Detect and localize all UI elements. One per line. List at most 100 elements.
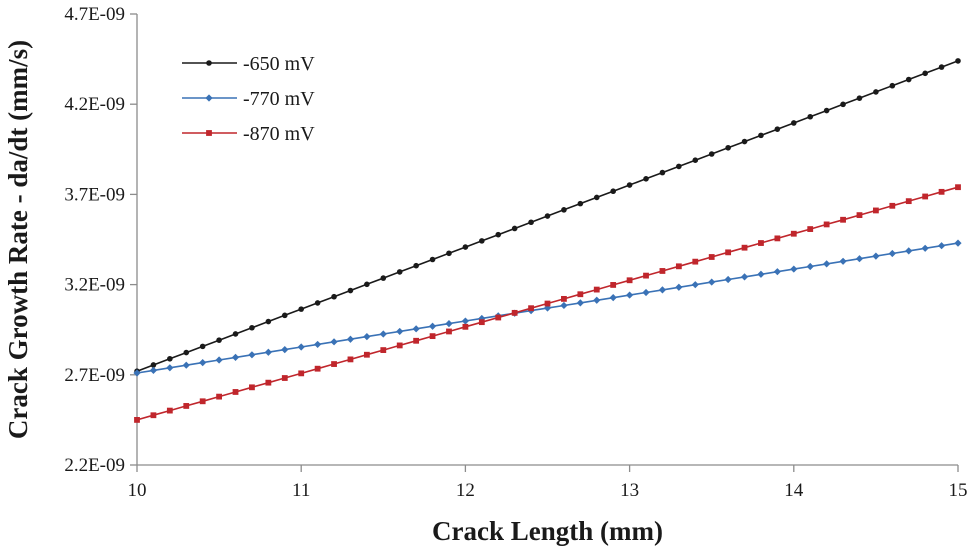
data-point	[380, 347, 387, 353]
data-point	[511, 225, 518, 232]
data-point	[281, 346, 289, 354]
data-point	[741, 244, 748, 251]
data-point	[167, 355, 173, 362]
data-point	[281, 375, 288, 381]
data-point	[298, 306, 305, 312]
data-point	[692, 157, 699, 163]
data-point	[249, 384, 255, 391]
x-tick-label: 11	[292, 480, 310, 501]
data-point	[330, 338, 338, 346]
data-point	[626, 291, 634, 299]
data-point	[921, 244, 929, 252]
data-point	[659, 268, 666, 274]
data-point	[331, 293, 337, 300]
data-point	[725, 144, 731, 151]
data-point	[840, 101, 846, 108]
y-axis-title: Crack Growth Rate - da/dt (mm/s)	[3, 40, 33, 439]
data-point	[462, 244, 469, 250]
data-point	[937, 242, 946, 250]
data-point	[264, 348, 272, 356]
data-point	[905, 198, 912, 205]
data-point	[626, 277, 633, 284]
y-tick-label: 3.2E-09	[64, 275, 125, 296]
data-point	[265, 379, 272, 386]
data-point	[839, 257, 847, 265]
data-point	[725, 249, 732, 256]
x-tick-label: 13	[620, 480, 639, 501]
data-point	[691, 281, 699, 289]
data-point	[790, 230, 797, 237]
data-point	[724, 275, 732, 284]
legend-swatch-marker	[205, 94, 213, 102]
data-point	[166, 407, 173, 414]
data-point	[133, 369, 141, 377]
y-tick-label: 3.7E-09	[64, 184, 125, 205]
data-point	[610, 282, 617, 288]
data-point	[446, 328, 452, 335]
data-point	[938, 64, 945, 70]
data-point	[872, 252, 880, 260]
data-point	[396, 269, 403, 275]
data-point	[150, 412, 157, 419]
series-layer	[133, 58, 962, 423]
data-point	[873, 89, 879, 95]
data-point	[757, 270, 765, 278]
axes: 2.2E-09 2.7E-09 3.2E-09 3.7E-09 4.2E-09 4.7E-…	[64, 4, 967, 501]
data-point	[232, 389, 239, 395]
data-point	[806, 262, 814, 271]
data-point	[412, 325, 420, 333]
data-point	[955, 184, 961, 191]
data-point	[758, 240, 764, 246]
data-point	[364, 281, 370, 288]
data-point	[413, 262, 419, 269]
legend-label: -650 mV	[243, 53, 315, 75]
series-3	[134, 184, 961, 423]
data-point	[659, 169, 666, 176]
data-point	[134, 417, 140, 423]
y-tick-label: 4.7E-09	[64, 4, 125, 25]
data-point	[774, 235, 781, 242]
data-point	[708, 254, 715, 260]
y-tick-label: 2.7E-09	[64, 365, 125, 386]
x-tick-label: 12	[456, 480, 475, 501]
data-point	[314, 340, 322, 349]
legend-label: -870 mV	[243, 123, 315, 145]
data-point	[773, 268, 781, 276]
data-point	[873, 207, 879, 214]
data-point	[823, 221, 830, 228]
data-point	[954, 239, 962, 247]
data-point	[396, 327, 404, 336]
data-point	[807, 226, 814, 232]
series-2	[133, 239, 962, 377]
data-point	[199, 343, 206, 350]
data-point	[346, 335, 355, 343]
data-point	[922, 70, 928, 77]
data-point	[528, 219, 534, 226]
data-point	[429, 333, 436, 340]
data-point	[576, 299, 584, 307]
x-tick-label: 10	[128, 480, 147, 501]
data-point	[297, 343, 305, 351]
data-point	[855, 255, 864, 263]
data-point	[363, 333, 371, 341]
data-point	[938, 188, 945, 195]
data-point	[544, 213, 551, 219]
data-point	[232, 331, 239, 337]
data-point	[922, 193, 929, 200]
data-point	[347, 356, 354, 363]
data-point	[199, 398, 206, 405]
x-tick-label: 15	[949, 480, 968, 501]
data-point	[479, 238, 485, 244]
data-point	[791, 120, 797, 126]
data-point	[675, 263, 682, 270]
data-point	[626, 182, 633, 188]
data-point	[446, 250, 452, 257]
data-point	[380, 275, 387, 281]
data-point	[544, 300, 551, 307]
data-point	[643, 176, 649, 182]
data-point	[708, 278, 716, 286]
data-point	[495, 314, 502, 321]
data-point	[461, 317, 469, 325]
legend-swatch-marker	[206, 60, 212, 66]
data-point	[347, 287, 354, 294]
